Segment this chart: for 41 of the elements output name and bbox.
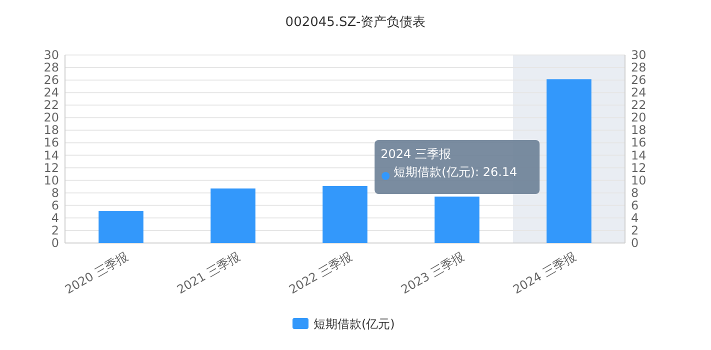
- y-tick-label: 16: [44, 136, 59, 150]
- legend-label: 短期借款(亿元): [314, 317, 395, 331]
- y2-tick-label: 22: [631, 98, 646, 112]
- y-tick-label: 24: [44, 86, 59, 100]
- y-tick-label: 22: [44, 98, 59, 112]
- y-tick-label: 6: [51, 198, 59, 212]
- y2-tick-label: 2: [631, 223, 639, 238]
- annotation: 短期借款(亿元): 26.14: [394, 165, 518, 179]
- y2-tick-label: 20: [631, 110, 646, 125]
- y2-tick-label: 18: [631, 123, 646, 138]
- y-tick-label: 0: [51, 236, 59, 250]
- y-tick-label: 18: [44, 123, 59, 138]
- y2-tick-label: 30: [631, 48, 646, 62]
- y2-tick-label: 14: [631, 148, 646, 162]
- y2-tick-label: 12: [631, 160, 646, 175]
- y2-tick-label: 16: [631, 136, 646, 150]
- annotation: 2024 三季报: [380, 147, 451, 161]
- y2-tick-label: 28: [631, 60, 646, 75]
- bar: [322, 186, 368, 243]
- bar: [434, 196, 480, 243]
- y2-tick-label: 24: [631, 86, 646, 100]
- y-tick-label: 4: [51, 210, 59, 225]
- bar: [210, 188, 256, 243]
- y-tick-label: 20: [44, 110, 59, 125]
- y2-tick-label: 10: [631, 173, 646, 188]
- y2-tick-label: 8: [631, 186, 639, 200]
- y-tick-label: 30: [44, 48, 59, 62]
- bar: [98, 211, 144, 243]
- y2-tick-label: 6: [631, 198, 639, 212]
- y-tick-label: 2: [51, 223, 59, 238]
- y-tick-label: 12: [44, 160, 59, 175]
- y-tick-label: 8: [51, 186, 59, 200]
- tooltip: 2024 三季报 短期借款(亿元): 26.14: [374, 140, 540, 194]
- y-tick-label: 10: [44, 173, 59, 188]
- y2-tick-label: 26: [631, 73, 646, 88]
- chart-title: 002045.SZ-资产负债表: [285, 15, 426, 30]
- y-tick-label: 28: [44, 60, 59, 75]
- y-tick-label: 14: [44, 148, 59, 162]
- y2-tick-label: 4: [631, 210, 639, 225]
- y2-tick-label: 0: [631, 236, 639, 250]
- y-tick-label: 26: [44, 73, 59, 88]
